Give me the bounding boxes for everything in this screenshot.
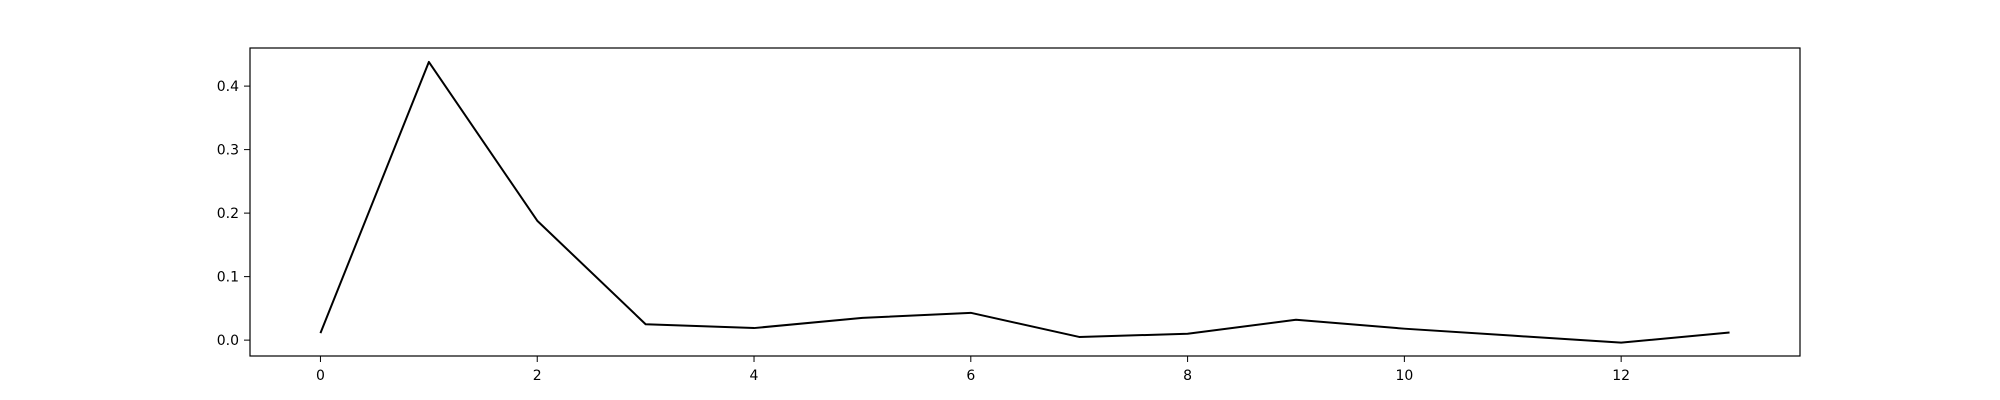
x-tick-label: 4 [750,368,759,384]
x-tick-label: 0 [316,368,325,384]
y-tick-label: 0.3 [217,143,239,159]
x-tick-label: 10 [1395,368,1413,384]
x-tick-label: 6 [966,368,975,384]
plot-background [250,48,1800,356]
y-tick-label: 0.4 [217,79,239,95]
y-tick-label: 0.1 [217,270,239,286]
y-tick-label: 0.2 [217,206,239,222]
x-tick-label: 2 [533,368,542,384]
y-tick-label: 0.0 [217,333,239,349]
series-line [319,60,1730,344]
x-tick-label: 12 [1612,368,1630,384]
x-axis: 0 2 4 6 8 10 12 [316,356,1630,384]
plot-frame [249,47,1801,357]
x-tick-label: 8 [1183,368,1192,384]
y-axis: 0.0 0.1 0.2 0.3 0.4 [217,79,250,349]
